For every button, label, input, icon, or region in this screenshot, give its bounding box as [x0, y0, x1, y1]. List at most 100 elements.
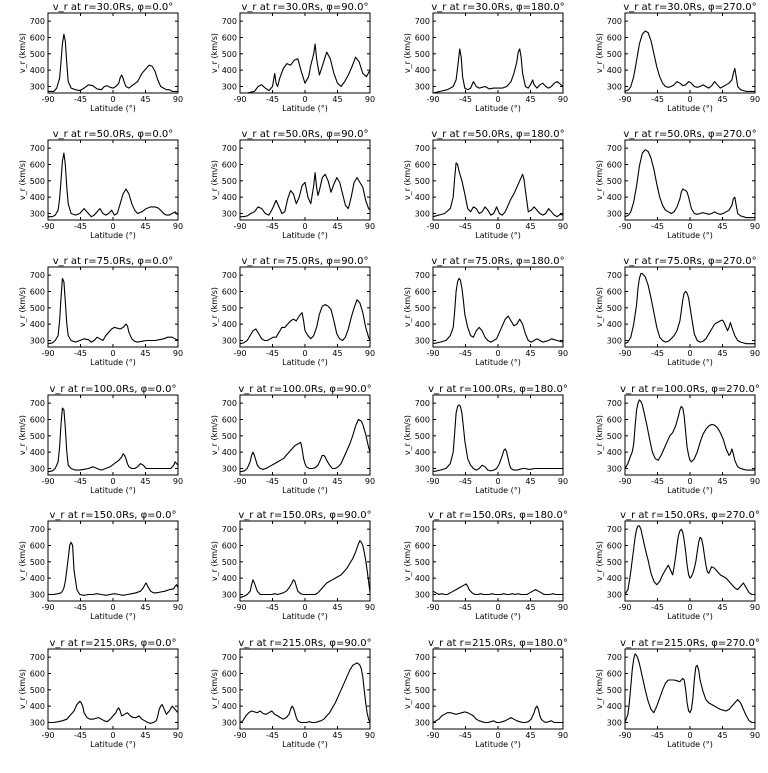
x-tick-label: -45: [74, 95, 87, 104]
x-tick-label: -90: [618, 477, 631, 486]
x-tick-label: 45: [332, 349, 342, 358]
x-tick-label: 0: [495, 349, 500, 358]
x-tick-label: -90: [233, 603, 246, 612]
y-tick-label: 700: [30, 399, 45, 408]
x-tick-label: -45: [459, 349, 472, 358]
chart-panel: v_r at r=215.0Rs, φ=90.0° -90 -45 0 45 90 300 4…: [210, 638, 375, 749]
x-tick-label: 0: [687, 477, 692, 486]
x-tick-label: -45: [651, 222, 664, 231]
x-tick-label: 0: [495, 731, 500, 740]
y-tick-label: 700: [415, 271, 430, 280]
y-tick-label: 300: [30, 82, 45, 91]
x-tick-label: 90: [558, 95, 568, 104]
y-tick-label: 600: [222, 541, 237, 550]
x-tick-label: 45: [525, 603, 535, 612]
y-axis-label: v_r (km/s): [595, 415, 604, 455]
panel-title: v_r at r=30.0Rs, φ=0.0°: [53, 2, 174, 13]
x-tick-label: -45: [459, 222, 472, 231]
x-axis-label: Latitude (°): [667, 104, 713, 113]
x-tick-label: -45: [651, 731, 664, 740]
series-line: [239, 540, 371, 599]
series-line: [48, 700, 179, 724]
x-axis-label: Latitude (°): [475, 612, 521, 621]
x-tick-label: 90: [558, 349, 568, 358]
y-tick-label: 400: [607, 574, 622, 583]
x-tick-label: 45: [140, 477, 150, 486]
y-tick-label: 700: [30, 144, 45, 153]
x-tick-label: -45: [266, 477, 279, 486]
x-tick-label: 90: [750, 222, 760, 231]
x-tick-label: 90: [558, 603, 568, 612]
y-tick-label: 400: [30, 320, 45, 329]
y-tick-label: 700: [222, 144, 237, 153]
y-tick-label: 300: [222, 336, 237, 345]
x-tick-label: -90: [426, 731, 439, 740]
chart-panel: v_r at r=100.0Rs, φ=270.0° -90 -45 0 45 90 300…: [595, 384, 760, 495]
x-axis-label: Latitude (°): [667, 740, 713, 749]
x-axis-label: Latitude (°): [475, 231, 521, 240]
series-line: [432, 48, 564, 94]
x-axis-label: Latitude (°): [90, 358, 136, 367]
x-tick-label: 0: [495, 222, 500, 231]
y-tick-label: 700: [607, 653, 622, 662]
x-axis-label: Latitude (°): [475, 358, 521, 367]
y-tick-label: 500: [30, 558, 45, 567]
y-tick-label: 400: [222, 320, 237, 329]
y-tick-label: 500: [607, 177, 622, 186]
y-tick-label: 400: [30, 66, 45, 75]
y-tick-label: 700: [30, 525, 45, 534]
x-tick-label: 90: [558, 731, 568, 740]
x-tick-label: -45: [74, 477, 87, 486]
plot-frame: [432, 139, 564, 221]
x-tick-label: -45: [651, 477, 664, 486]
y-tick-label: 600: [222, 33, 237, 42]
x-tick-label: -90: [41, 603, 54, 612]
x-tick-label: 90: [750, 95, 760, 104]
panel-title: v_r at r=100.0Rs, φ=0.0°: [50, 384, 177, 395]
x-axis-label: Latitude (°): [90, 231, 136, 240]
y-axis-label: v_r (km/s): [403, 287, 412, 327]
y-tick-label: 600: [415, 160, 430, 169]
x-axis-label: Latitude (°): [667, 231, 713, 240]
x-tick-label: 90: [750, 731, 760, 740]
y-tick-label: 700: [607, 271, 622, 280]
x-tick-label: -90: [233, 95, 246, 104]
series-line: [624, 30, 755, 92]
y-tick-label: 300: [30, 590, 45, 599]
y-tick-label: 500: [415, 177, 430, 186]
y-tick-label: 300: [30, 464, 45, 473]
x-tick-label: 0: [687, 222, 692, 231]
x-tick-label: -45: [651, 349, 664, 358]
plot-frame: [47, 648, 179, 730]
y-tick-label: 600: [222, 160, 237, 169]
y-tick-label: 600: [30, 541, 45, 550]
x-tick-label: 90: [173, 603, 183, 612]
chart-panel: v_r at r=30.0Rs, φ=270.0° -90 -45 0 45 90 300 4…: [595, 2, 760, 113]
x-tick-label: -45: [459, 603, 472, 612]
panel-title: v_r at r=100.0Rs, φ=90.0°: [238, 384, 371, 395]
y-tick-label: 600: [415, 669, 430, 678]
chart-panel: v_r at r=30.0Rs, φ=180.0° -90 -45 0 45 90 300 4…: [403, 2, 568, 113]
x-tick-label: 45: [717, 349, 727, 358]
y-tick-label: 300: [222, 209, 237, 218]
y-tick-label: 400: [415, 574, 430, 583]
y-axis-label: v_r (km/s): [18, 669, 27, 709]
x-tick-label: 45: [140, 95, 150, 104]
plot-frame: [432, 12, 564, 94]
chart-panel: v_r at r=150.0Rs, φ=0.0° -90 -45 0 45 90 300 40…: [18, 510, 183, 621]
series-line: [624, 653, 755, 724]
y-tick-label: 500: [415, 304, 430, 313]
y-tick-label: 600: [222, 415, 237, 424]
x-axis-label: Latitude (°): [90, 104, 136, 113]
x-tick-label: -90: [41, 349, 54, 358]
x-axis-label: Latitude (°): [90, 612, 136, 621]
x-tick-label: -90: [41, 477, 54, 486]
x-tick-label: -90: [233, 349, 246, 358]
y-tick-label: 300: [222, 82, 237, 91]
y-tick-label: 700: [222, 525, 237, 534]
y-axis-label: v_r (km/s): [595, 160, 604, 200]
x-tick-label: 90: [365, 95, 375, 104]
panel-title: v_r at r=150.0Rs, φ=0.0°: [50, 510, 177, 521]
x-tick-label: 0: [687, 349, 692, 358]
